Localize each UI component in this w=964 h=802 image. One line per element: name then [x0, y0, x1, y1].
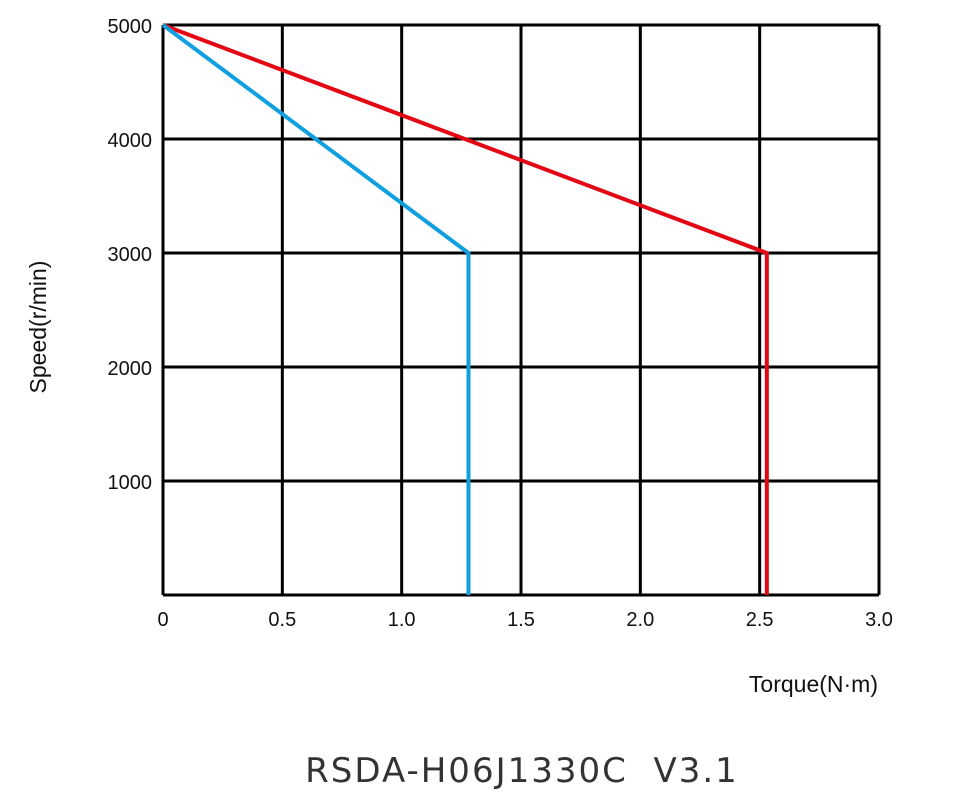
- x-tick-label: 2.5: [746, 609, 774, 631]
- y-tick-label: 4000: [108, 130, 153, 152]
- y-tick-label: 1000: [108, 472, 153, 494]
- x-tick-label: 0.5: [268, 609, 296, 631]
- model-caption: RSDA-H06J1330C V3.1: [305, 751, 739, 791]
- y-axis-ticks: 1000 2000 3000 4000 5000: [108, 16, 153, 494]
- y-tick-label: 2000: [108, 358, 153, 380]
- grid: [161, 23, 881, 597]
- y-tick-label: 5000: [108, 16, 153, 38]
- x-tick-label: 1.0: [388, 609, 416, 631]
- series-line-2: [161, 23, 471, 595]
- x-tick-label: 0: [157, 609, 168, 631]
- y-axis-label: Speed(r/min): [25, 261, 51, 394]
- x-tick-label: 1.5: [507, 609, 535, 631]
- series-layer: [161, 23, 769, 595]
- series-line-1: [162, 23, 769, 595]
- x-axis-label: Torque(N·m): [749, 671, 878, 697]
- x-axis-ticks: 0 0.5 1.0 1.5 2.0 2.5 3.0: [157, 609, 892, 631]
- x-tick-label: 3.0: [865, 609, 893, 631]
- y-tick-label: 3000: [108, 244, 153, 266]
- x-tick-label: 2.0: [626, 609, 654, 631]
